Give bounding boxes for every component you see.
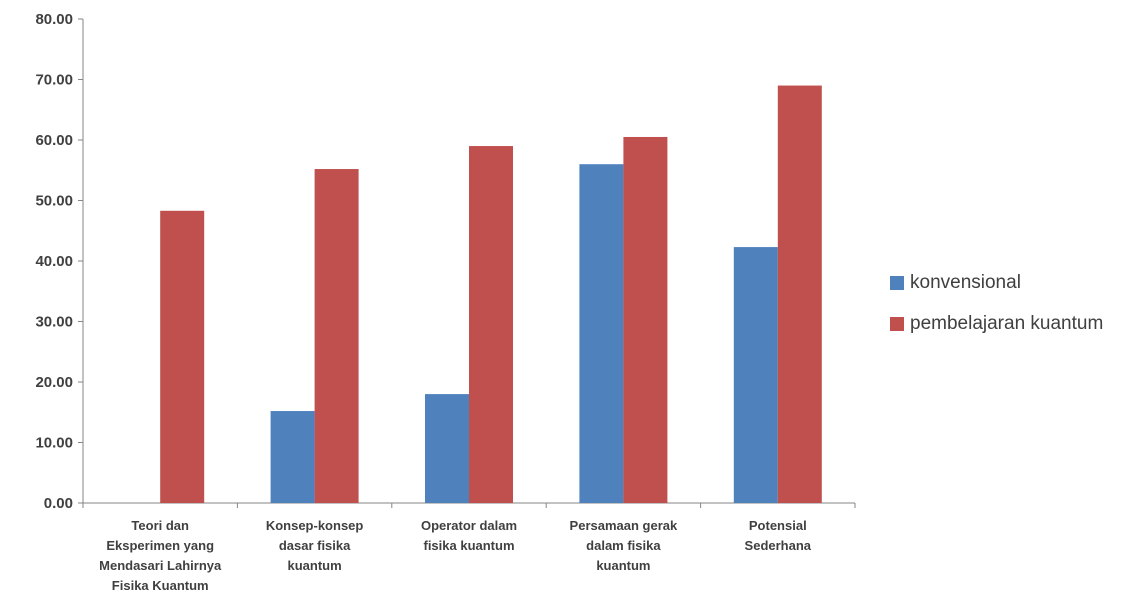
x-tick-label: Teori dan Eksperimen yang Mendasari Lahirn… [99, 518, 222, 593]
bar-konvensional [579, 164, 624, 503]
y-tick-label: 50.00 [35, 193, 73, 210]
legend-swatch-konvensional [890, 276, 904, 290]
y-tick-label: 10.00 [35, 435, 73, 452]
x-tick-label: Potensial Sederhana [745, 518, 812, 553]
bar-pembelajaran-kuantum [160, 210, 205, 503]
legend-label-pembelajaran-kuantum: pembelajaran kuantum [910, 313, 1104, 334]
bar-konvensional [270, 411, 315, 503]
legend-item-pembelajaran-kuantum: pembelajaran kuantum [890, 313, 1103, 335]
bar-konvensional [425, 394, 469, 503]
legend: konvensional pembelajaran kuantum [890, 272, 1103, 354]
legend-label-konvensional: konvensional [910, 272, 1021, 293]
bar-pembelajaran-kuantum [623, 136, 668, 503]
y-tick-label: 30.00 [35, 314, 73, 331]
bars [160, 85, 822, 504]
y-tick-label: 70.00 [35, 72, 73, 89]
y-tick-label: 20.00 [35, 374, 73, 391]
legend-item-konvensional: konvensional [890, 272, 1103, 294]
y-tick-label: 60.00 [35, 132, 73, 149]
y-tick-label: 40.00 [35, 253, 73, 270]
bar-pembelajaran-kuantum [777, 85, 822, 504]
x-tick-label: Operator dalam fisika kuantum [421, 518, 517, 553]
bar-pembelajaran-kuantum [469, 146, 513, 504]
bar-pembelajaran-kuantum [314, 169, 359, 504]
y-tick-label: 0.00 [44, 495, 73, 512]
legend-swatch-pembelajaran-kuantum [890, 317, 904, 331]
y-tick-label: 80.00 [35, 11, 73, 28]
bar-konvensional [733, 247, 778, 503]
x-tick-label: Persamaan gerak dalam fisika kuantum [570, 518, 678, 573]
x-tick-label: Konsep-konsep dasar fisika kuantum [266, 518, 364, 573]
y-axis: 0.00 10.00 20.00 30.00 40.00 50.00 60.00 70.00 8… [35, 11, 84, 512]
x-axis: Teori dan Eksperimen yang Mendasari Lahirn… [82, 502, 856, 593]
